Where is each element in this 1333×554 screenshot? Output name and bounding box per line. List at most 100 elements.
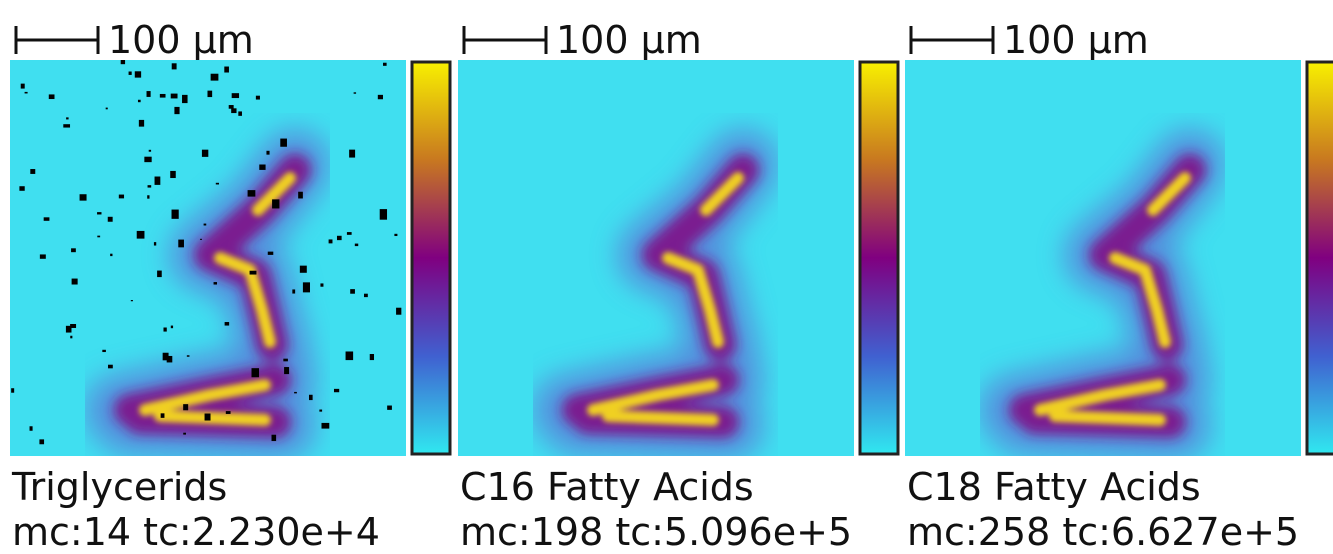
noise-pixel: [321, 422, 330, 429]
noise-pixel: [20, 83, 25, 89]
noise-pixel: [70, 323, 77, 328]
noise-pixel: [120, 60, 126, 65]
noise-pixel: [207, 90, 213, 98]
noise-pixel: [247, 190, 256, 197]
noise-pixel: [320, 283, 324, 287]
noise-pixel: [134, 71, 142, 78]
ion-image: [10, 60, 406, 456]
noise-pixel: [162, 352, 169, 361]
scale-label: 100 µm: [108, 18, 254, 62]
noise-pixel: [294, 391, 297, 394]
noise-pixel: [396, 307, 402, 315]
noise-pixel: [308, 394, 313, 401]
noise-pixel: [349, 149, 356, 158]
noise-pixel: [29, 426, 33, 431]
panel-title: C16 Fatty Acids: [460, 465, 754, 509]
noise-pixel: [299, 265, 307, 273]
noise-pixel: [319, 409, 323, 412]
noise-pixel: [19, 186, 25, 191]
noise-pixel: [266, 150, 270, 155]
noise-pixel: [210, 73, 219, 81]
noise-pixel: [170, 93, 178, 99]
noise-pixel: [63, 124, 71, 128]
noise-pixel: [350, 289, 355, 294]
panel-title: C18 Fatty Acids: [907, 465, 1201, 509]
noise-pixel: [377, 94, 383, 100]
noise-pixel: [144, 156, 152, 163]
colorbar: [1305, 60, 1333, 456]
scale-label: 100 µm: [1003, 18, 1149, 62]
noise-pixel: [154, 176, 161, 185]
noise-pixel: [183, 404, 189, 411]
noise-pixel: [136, 230, 145, 239]
noise-pixel: [159, 93, 166, 98]
noise-pixel: [30, 169, 36, 174]
noise-pixel: [108, 364, 113, 369]
noise-pixel: [345, 351, 354, 361]
noise-pixel: [363, 293, 368, 298]
noise-pixel: [183, 432, 186, 435]
noise-pixel: [170, 170, 176, 179]
panel-stats: mc:14 tc:2.230e+4: [12, 510, 380, 554]
noise-pixel: [255, 95, 260, 100]
noise-pixel: [146, 91, 151, 97]
noise-pixel: [102, 349, 106, 353]
noise-pixel: [228, 105, 234, 109]
noise-pixel: [163, 327, 167, 332]
noise-pixel: [171, 209, 179, 219]
noise-pixel: [267, 251, 274, 255]
noise-pixel: [148, 149, 152, 152]
ion-image: [458, 60, 854, 456]
colorbar: [858, 60, 900, 456]
noise-pixel: [160, 413, 165, 418]
noise-pixel: [225, 411, 231, 414]
noise-pixel: [157, 270, 162, 278]
noise-pixel: [280, 138, 287, 147]
noise-pixel: [174, 106, 180, 115]
noise-pixel: [182, 94, 188, 104]
noise-pixel: [66, 117, 69, 120]
noise-pixel: [328, 239, 333, 244]
noise-pixel: [387, 405, 392, 410]
noise-pixel: [302, 282, 310, 293]
noise-pixel: [43, 217, 50, 221]
colorbar: [410, 60, 452, 456]
noise-pixel: [105, 107, 108, 110]
panel-title: Triglycerids: [11, 465, 227, 509]
noise-pixel: [292, 289, 296, 294]
noise-pixel: [203, 223, 207, 226]
noise-pixel: [346, 232, 352, 235]
noise-pixel: [118, 194, 125, 199]
noise-pixel: [71, 278, 78, 285]
noise-pixel: [130, 300, 133, 302]
noise-pixel: [224, 322, 230, 326]
panel-stats: mc:258 tc:6.627e+5: [907, 510, 1299, 554]
noise-pixel: [231, 108, 237, 114]
noise-pixel: [107, 216, 113, 222]
noise-pixel: [97, 212, 102, 215]
panel-stats: mc:198 tc:5.096e+5: [460, 510, 852, 554]
noise-pixel: [298, 191, 303, 199]
noise-pixel: [238, 111, 242, 116]
noise-pixel: [231, 93, 240, 99]
noise-pixel: [137, 99, 141, 103]
noise-pixel: [201, 149, 209, 157]
noise-pixel: [70, 335, 73, 339]
noise-pixel: [79, 194, 87, 201]
noise-pixel: [379, 209, 388, 220]
noise-pixel: [170, 325, 174, 329]
noise-pixel: [204, 413, 211, 421]
noise-pixel: [249, 270, 257, 275]
noise-pixel: [48, 94, 55, 100]
noise-pixel: [271, 434, 277, 442]
noise-pixel: [354, 243, 359, 247]
noise-pixel: [138, 119, 145, 127]
ion-image: [905, 60, 1301, 456]
noise-pixel: [272, 199, 280, 209]
noise-pixel: [369, 354, 375, 361]
noise-pixel: [251, 368, 260, 378]
